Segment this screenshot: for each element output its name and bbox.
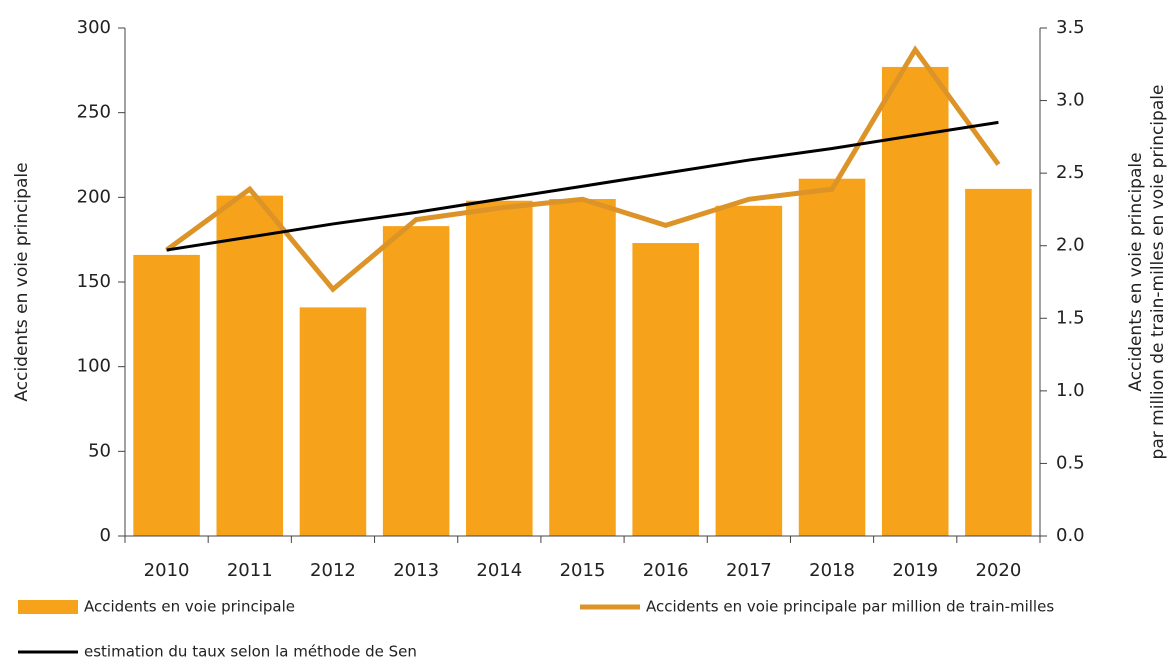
y2-tick-label: 2.5 [1056, 162, 1085, 183]
y-tick-label: 300 [77, 17, 111, 38]
y2-tick-label: 0.0 [1056, 525, 1085, 546]
y2-tick-label: 2.0 [1056, 235, 1085, 256]
y2-tick-label: 1.5 [1056, 307, 1085, 328]
y-tick-label: 200 [77, 186, 111, 207]
legend-label: estimation du taux selon la méthode de S… [84, 643, 417, 661]
y-axis-label: Accidents en voie principale [12, 162, 32, 401]
x-tick-label: 2018 [809, 560, 855, 581]
x-tick-label: 2015 [560, 560, 606, 581]
bar [798, 178, 866, 536]
x-tick-label: 2017 [726, 560, 772, 581]
y-tick-label: 250 [77, 102, 111, 123]
legend-label: Accidents en voie principale par million… [646, 598, 1054, 616]
bar [965, 188, 1032, 536]
bar [881, 66, 949, 537]
bar [632, 243, 699, 536]
x-tick-label: 2019 [892, 560, 938, 581]
bar [299, 307, 367, 536]
bar [382, 226, 450, 536]
x-tick-label: 2016 [643, 560, 689, 581]
x-tick-label: 2013 [393, 560, 439, 581]
bar [549, 199, 616, 536]
y2-tick-label: 1.0 [1056, 380, 1085, 401]
x-tick-label: 2012 [310, 560, 356, 581]
y-tick-label: 150 [77, 271, 111, 292]
y2-tick-label: 3.0 [1056, 90, 1085, 111]
bar [133, 254, 200, 536]
bar [216, 195, 284, 536]
y-tick-label: 100 [77, 356, 111, 377]
y2-tick-label: 0.5 [1056, 452, 1085, 473]
bar [466, 200, 533, 536]
x-tick-label: 2010 [144, 560, 190, 581]
y2-axis-label: Accidents en voie principale [1126, 152, 1146, 391]
x-tick-label: 2020 [976, 560, 1022, 581]
line-series [166, 120, 999, 252]
x-tick-label: 2014 [476, 560, 522, 581]
y-tick-label: 0 [100, 525, 111, 546]
bar [715, 205, 783, 537]
legend-swatch [18, 600, 78, 614]
legend-label: Accidents en voie principale [84, 598, 295, 616]
x-tick-label: 2011 [227, 560, 273, 581]
y-tick-label: 50 [88, 440, 111, 461]
y2-tick-label: 3.5 [1056, 17, 1085, 38]
y2-axis-label: par million de train-milles en voie prin… [1148, 85, 1168, 460]
